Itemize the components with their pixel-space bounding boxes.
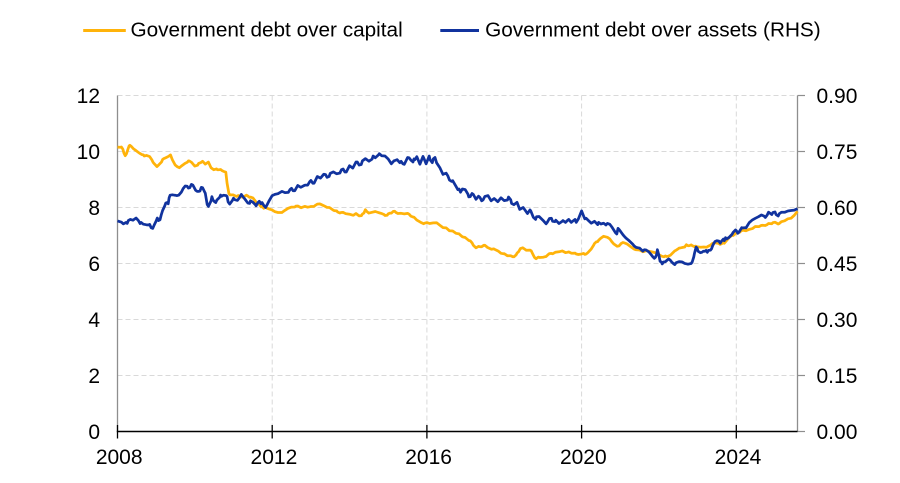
svg-text:10: 10 <box>77 141 100 164</box>
svg-text:2016: 2016 <box>405 446 452 469</box>
svg-text:0.00: 0.00 <box>817 421 858 444</box>
svg-text:Government debt over assets (R: Government debt over assets (RHS) <box>485 19 821 42</box>
svg-text:0.90: 0.90 <box>817 85 858 108</box>
svg-text:12: 12 <box>77 85 100 108</box>
svg-text:0: 0 <box>88 421 100 444</box>
svg-text:2: 2 <box>88 365 100 388</box>
svg-text:0.75: 0.75 <box>817 141 858 164</box>
svg-text:Government debt over capital: Government debt over capital <box>131 19 403 42</box>
svg-text:6: 6 <box>88 253 100 276</box>
svg-text:2012: 2012 <box>251 446 298 469</box>
svg-text:2008: 2008 <box>96 446 143 469</box>
svg-text:2024: 2024 <box>715 446 762 469</box>
svg-text:0.30: 0.30 <box>817 309 858 332</box>
svg-text:0.45: 0.45 <box>817 253 858 276</box>
svg-text:0.60: 0.60 <box>817 197 858 220</box>
svg-text:0.15: 0.15 <box>817 365 858 388</box>
svg-text:8: 8 <box>88 197 100 220</box>
svg-text:2020: 2020 <box>560 446 607 469</box>
svg-text:4: 4 <box>88 309 100 332</box>
